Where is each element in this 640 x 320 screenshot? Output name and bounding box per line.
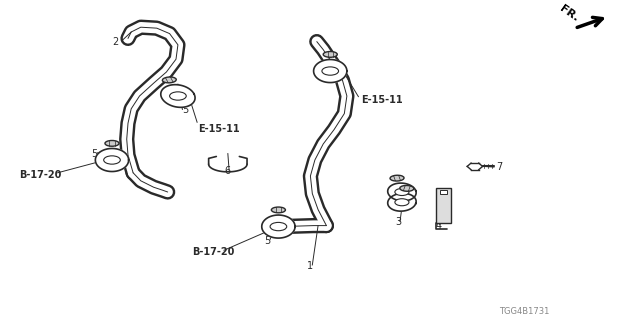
Text: 5: 5 (264, 236, 271, 246)
Text: 4: 4 (435, 220, 442, 231)
Text: 2: 2 (112, 37, 118, 47)
Circle shape (395, 188, 409, 196)
FancyBboxPatch shape (440, 190, 447, 194)
Text: 1: 1 (307, 261, 313, 271)
Ellipse shape (163, 77, 176, 83)
Text: E-15-11: E-15-11 (198, 124, 240, 134)
Polygon shape (314, 60, 347, 83)
Circle shape (170, 92, 186, 100)
Text: FR.: FR. (558, 3, 580, 23)
Circle shape (104, 156, 120, 164)
Text: B-17-20: B-17-20 (192, 247, 234, 257)
Circle shape (322, 67, 339, 75)
Text: B-17-20: B-17-20 (19, 170, 61, 180)
Text: 6: 6 (224, 166, 230, 176)
Polygon shape (388, 193, 416, 211)
Ellipse shape (105, 140, 119, 146)
Polygon shape (161, 85, 195, 107)
FancyBboxPatch shape (436, 188, 451, 223)
Ellipse shape (323, 52, 337, 57)
Text: 5: 5 (327, 56, 333, 67)
Ellipse shape (400, 186, 414, 191)
Polygon shape (262, 215, 295, 238)
Polygon shape (95, 148, 129, 172)
Polygon shape (388, 183, 416, 201)
Text: 7: 7 (496, 162, 502, 172)
Text: 3: 3 (396, 217, 402, 228)
Text: 5: 5 (182, 105, 189, 116)
Ellipse shape (271, 207, 285, 213)
Ellipse shape (390, 175, 404, 181)
Text: E-15-11: E-15-11 (362, 95, 403, 105)
Text: 5: 5 (92, 149, 98, 159)
Circle shape (270, 222, 287, 231)
Text: TGG4B1731: TGG4B1731 (499, 308, 550, 316)
Circle shape (395, 199, 409, 206)
